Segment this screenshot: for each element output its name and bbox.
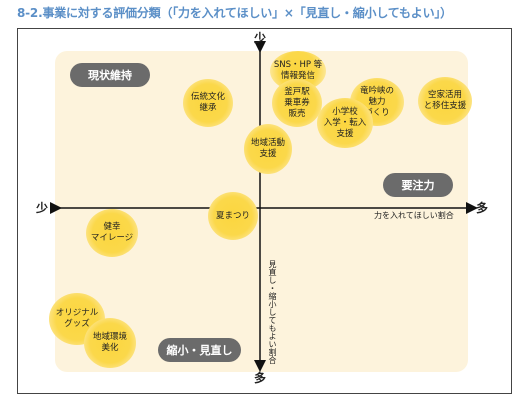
- item-shougakkou: 小学校 入学・転入 支援: [317, 98, 373, 148]
- horizontal-axis-label: 力を入れてほしい割合: [374, 211, 454, 220]
- item-chiiki-kankyou: 地域環境 美化: [84, 318, 136, 368]
- item-kamado-station: 釜戸駅 乗車券 販売: [272, 79, 322, 127]
- item-chiiki-katsudou: 地域活動 支援: [244, 124, 292, 174]
- vertical-axis-label: 見直し・縮小してもよい割合: [268, 260, 277, 364]
- quadrant-label-reduce: 縮小・見直し: [158, 338, 241, 362]
- page-title: 8-2.事業に対する評価分類（「力を入れてほしい」×「見直し・縮小してもよい」）: [17, 6, 452, 20]
- axis-left-end: 少: [36, 201, 49, 215]
- axis-top-end: 少: [254, 31, 267, 45]
- item-akiya: 空家活用 と移住支援: [418, 77, 472, 125]
- item-kenkou-mileage: 健幸 マイレージ: [86, 209, 138, 257]
- quadrant-label-focus: 要注力: [383, 173, 453, 197]
- item-dentou-bunka: 伝統文化 継承: [183, 79, 233, 127]
- axis-right-end: 多: [476, 201, 489, 215]
- quadrant-label-maintain: 現状維持: [70, 63, 150, 87]
- item-natsu-matsuri: 夏まつり: [208, 192, 258, 240]
- axis-bottom-end: 多: [254, 371, 267, 385]
